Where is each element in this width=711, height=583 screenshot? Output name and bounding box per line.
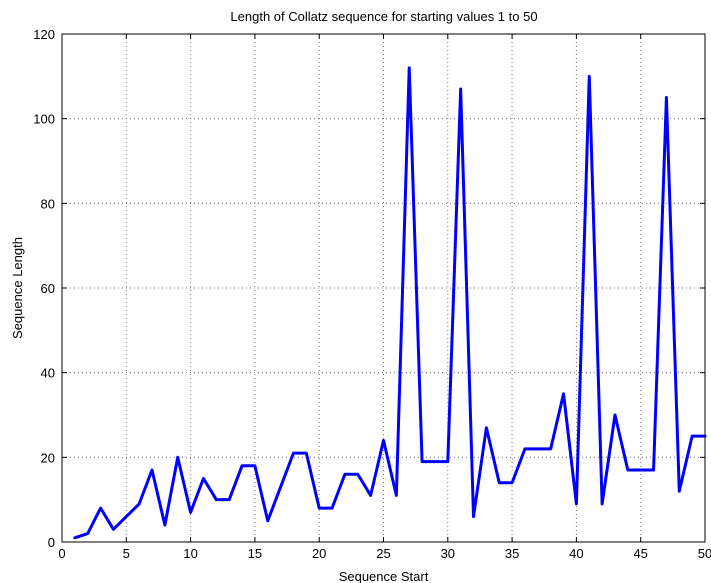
series — [73, 66, 707, 540]
x-tick-label: 15 — [248, 546, 262, 561]
x-tick-label: 45 — [633, 546, 647, 561]
y-tick-label: 60 — [41, 281, 55, 296]
x-tick-label: 10 — [183, 546, 197, 561]
x-tick-label: 50 — [698, 546, 711, 561]
y-tick-label: 120 — [33, 27, 55, 42]
y-tick-label: 100 — [33, 112, 55, 127]
chart-title: Length of Collatz sequence for starting … — [230, 9, 537, 24]
x-tick-label: 25 — [376, 546, 390, 561]
x-tick-label: 5 — [123, 546, 130, 561]
x-tick-label: 40 — [569, 546, 583, 561]
x-tick-label: 30 — [441, 546, 455, 561]
x-tick-label: 20 — [312, 546, 326, 561]
grid — [62, 34, 705, 542]
tick-labels: 0 5 10 15 20 25 30 35 40 45 50 0 20 40 60 80 100 120 — [33, 27, 711, 561]
y-tick-label: 20 — [41, 450, 55, 465]
x-tick-label: 35 — [505, 546, 519, 561]
ticks — [61, 33, 706, 543]
y-tick-label: 0 — [48, 535, 55, 550]
y-tick-label: 80 — [41, 196, 55, 211]
x-axis-title: Sequence Start — [339, 569, 429, 583]
y-axis-title: Sequence Length — [10, 237, 25, 339]
x-tick-label: 0 — [58, 546, 65, 561]
series-line — [73, 66, 707, 540]
y-tick-label: 40 — [41, 366, 55, 381]
